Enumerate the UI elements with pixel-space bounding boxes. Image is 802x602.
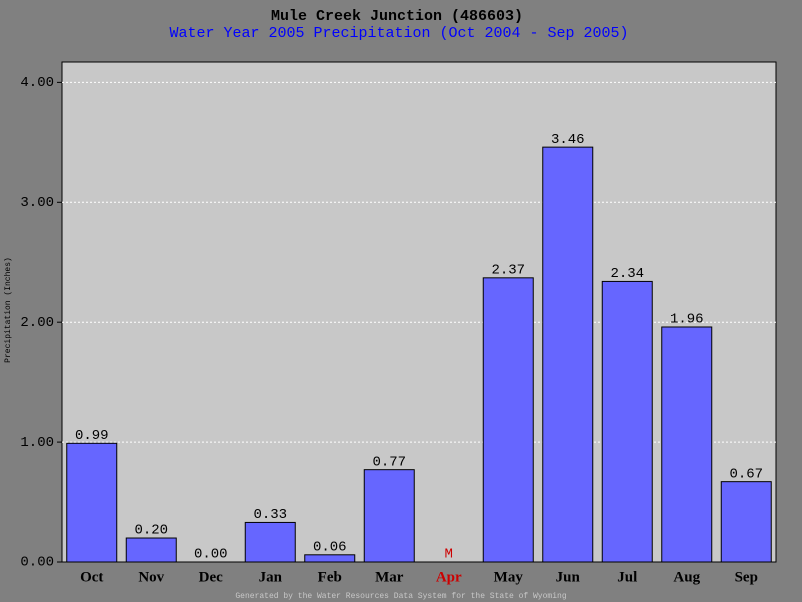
- x-tick-label: May: [494, 569, 524, 585]
- x-tick-label: Jan: [259, 569, 283, 585]
- bar: [661, 326, 713, 563]
- plot-area: [61, 61, 777, 563]
- y-axis-label: Precipitation (Inches): [4, 257, 13, 363]
- value-label: 0.20: [134, 523, 168, 539]
- x-tick-label: Apr: [436, 569, 462, 585]
- x-tick-label: Mar: [375, 569, 404, 585]
- x-tick-label: Sep: [735, 569, 758, 585]
- y-tick-label: 0.00: [20, 555, 54, 571]
- value-label: 1.96: [670, 312, 704, 328]
- x-tick-label: Jul: [617, 569, 637, 585]
- value-label: 0.06: [313, 540, 347, 556]
- bar: [601, 280, 653, 563]
- x-tick-label: Aug: [673, 569, 700, 585]
- y-tick-label: 2.00: [20, 315, 54, 331]
- value-label: 3.46: [551, 132, 585, 148]
- value-label: 2.34: [610, 266, 644, 282]
- value-label: 0.00: [194, 547, 228, 563]
- value-label: 0.33: [253, 507, 287, 523]
- value-label: M: [445, 547, 453, 563]
- y-tick-label: 3.00: [20, 195, 54, 211]
- footer: Generated by the Water Resources Data Sy…: [235, 592, 566, 601]
- x-tick-label: Feb: [318, 569, 342, 585]
- bar: [125, 537, 177, 563]
- bar: [304, 554, 356, 563]
- value-label: 0.67: [729, 466, 763, 482]
- value-label: 0.77: [372, 454, 406, 470]
- bar: [244, 521, 296, 563]
- bar: [542, 146, 594, 563]
- bar: [482, 277, 534, 563]
- chart-title: Mule Creek Junction (486603): [271, 8, 523, 25]
- bar: [363, 469, 415, 563]
- y-tick-label: 4.00: [20, 75, 54, 91]
- bar: [720, 481, 772, 563]
- x-tick-label: Oct: [80, 569, 103, 585]
- x-tick-label: Nov: [138, 569, 164, 585]
- value-label: 2.37: [491, 263, 525, 279]
- chart-subtitle: Water Year 2005 Precipitation (Oct 2004 …: [169, 25, 628, 42]
- x-tick-label: Jun: [556, 569, 581, 585]
- x-tick-label: Dec: [199, 569, 223, 585]
- y-tick-label: 1.00: [20, 435, 54, 451]
- bar: [66, 442, 118, 563]
- value-label: 0.99: [75, 428, 109, 444]
